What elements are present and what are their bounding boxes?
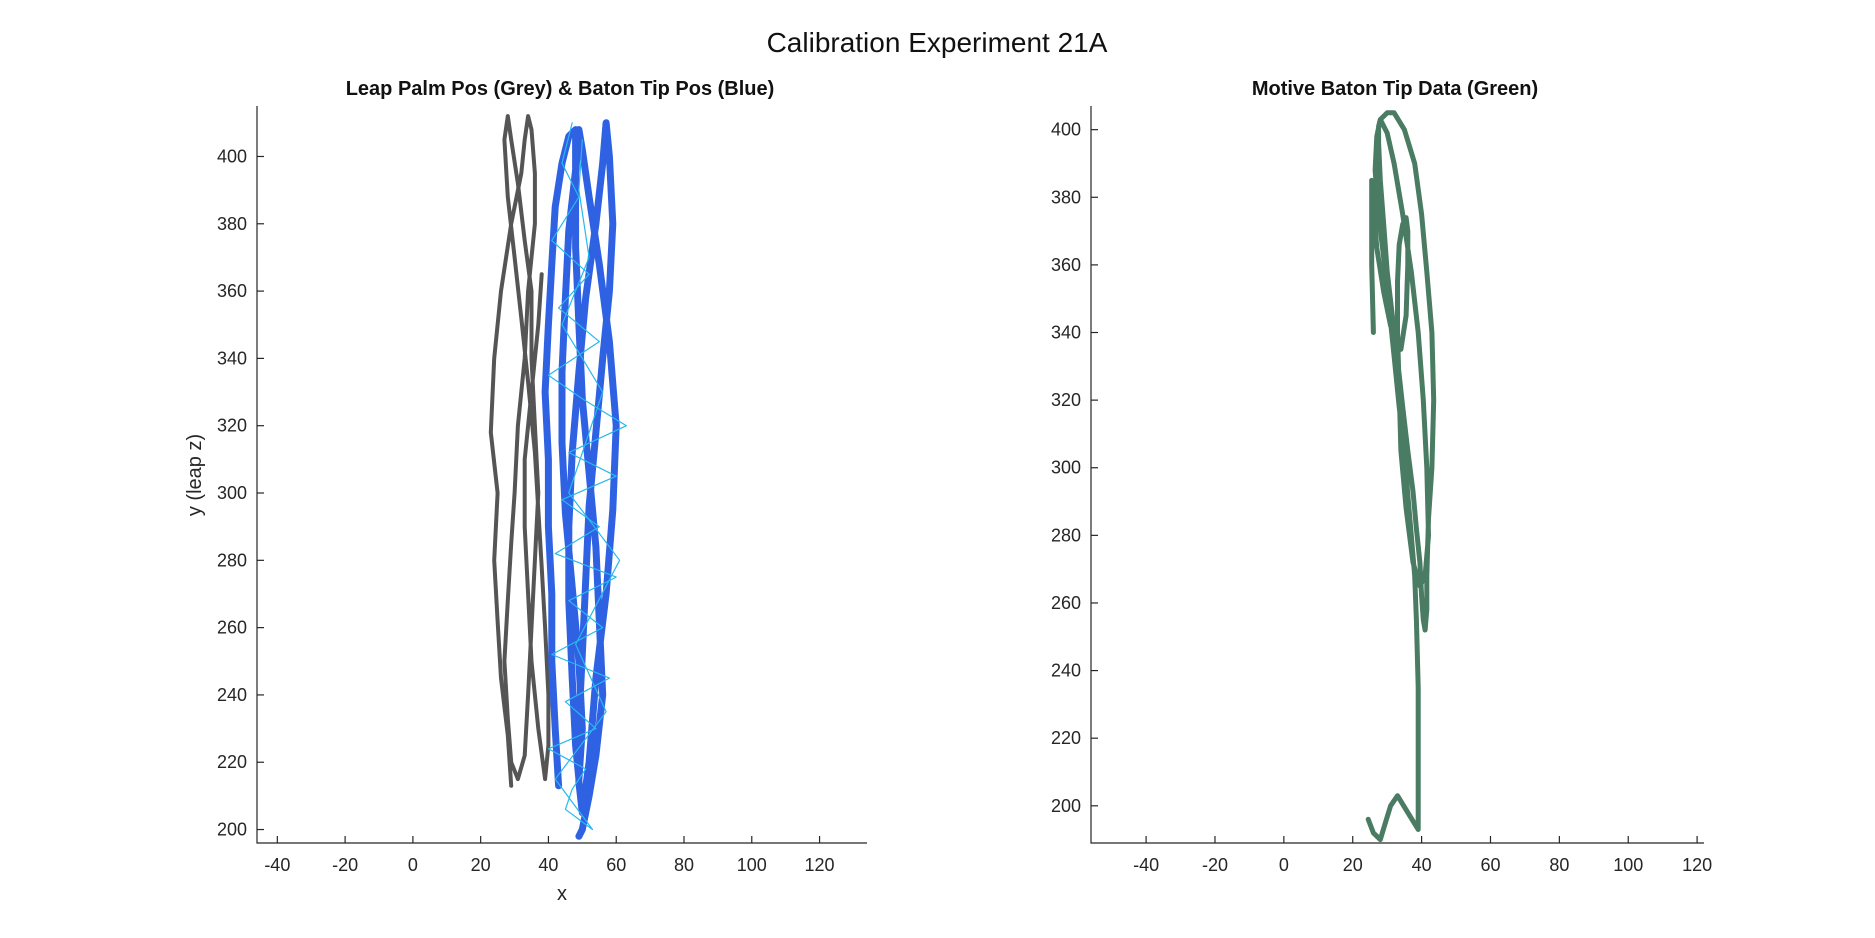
right-y-tick-label: 220 [1051, 728, 1081, 748]
left-x-tick-label: -40 [264, 855, 290, 875]
left-x-tick-label: 80 [674, 855, 694, 875]
right-x-tick-label: 120 [1682, 855, 1712, 875]
left-x-tick-label: 20 [471, 855, 491, 875]
left-y-tick-label: 300 [217, 483, 247, 503]
left-plot-lines [488, 114, 628, 840]
right-x-tick-label: 20 [1343, 855, 1363, 875]
right-y-tick-label: 200 [1051, 796, 1081, 816]
left-x-tick-label: 40 [538, 855, 558, 875]
right-axes: Motive Baton Tip Data (Green) -40 -20 0 20 4… [1051, 78, 1712, 875]
left-y-tick-label: 280 [217, 550, 247, 570]
right-y-tick-label: 360 [1051, 255, 1081, 275]
left-axis-lines [256, 106, 867, 844]
left-y-axis-label: y (leap z) [184, 434, 206, 516]
right-axis-lines [1090, 106, 1704, 844]
left-y-tick-label: 240 [217, 685, 247, 705]
left-series-1 [541, 119, 620, 840]
right-y-tick-label: 260 [1051, 593, 1081, 613]
left-x-tick-label: 60 [606, 855, 626, 875]
left-y-tick-label: 200 [217, 820, 247, 840]
left-y-tick-label: 260 [217, 618, 247, 638]
right-y-tick-label: 280 [1051, 525, 1081, 545]
right-x-tick-label: 60 [1480, 855, 1500, 875]
left-x-tick-label: -20 [332, 855, 358, 875]
right-y-tick-label: 240 [1051, 661, 1081, 681]
left-series-2 [547, 122, 628, 831]
right-series-0 [1365, 110, 1437, 843]
right-y-tick-label: 320 [1051, 390, 1081, 410]
right-x-tick-label: 100 [1613, 855, 1643, 875]
right-axes-title: Motive Baton Tip Data (Green) [1252, 78, 1538, 100]
right-y-tick-label: 400 [1051, 120, 1081, 140]
right-x-tick-label: 0 [1279, 855, 1289, 875]
right-y-tick-label: 380 [1051, 187, 1081, 207]
right-x-tick-label: 80 [1549, 855, 1569, 875]
left-y-tick-label: 400 [217, 146, 247, 166]
left-x-tick-label: 100 [737, 855, 767, 875]
left-y-tick-label: 360 [217, 281, 247, 301]
right-x-tick-label: -40 [1133, 855, 1159, 875]
left-y-tick-label: 320 [217, 416, 247, 436]
right-x-tick-label: 40 [1412, 855, 1432, 875]
left-y-tick-label: 340 [217, 348, 247, 368]
left-x-tick-label: 0 [408, 855, 418, 875]
left-x-tick-label: 120 [805, 855, 835, 875]
left-series-0 [488, 114, 551, 788]
left-axes: Leap Palm Pos (Grey) & Baton Tip Pos (Bl… [184, 78, 867, 905]
right-y-tick-label: 300 [1051, 458, 1081, 478]
right-ticks: -40 -20 0 20 40 60 80 100 120 200 220 240 260 280 300 3… [1051, 120, 1712, 875]
left-y-tick-label: 220 [217, 752, 247, 772]
right-x-tick-label: -20 [1202, 855, 1228, 875]
right-y-tick-label: 340 [1051, 323, 1081, 343]
left-y-tick-label: 380 [217, 214, 247, 234]
left-ticks: -40 -20 0 20 40 60 80 100 120 200 220 240 260 280 300 3… [217, 146, 835, 875]
left-x-axis-label: x [557, 883, 567, 905]
left-axes-title: Leap Palm Pos (Grey) & Baton Tip Pos (Bl… [346, 78, 775, 100]
figure-title: Calibration Experiment 21A [767, 27, 1108, 58]
right-plot-lines [1365, 110, 1437, 843]
